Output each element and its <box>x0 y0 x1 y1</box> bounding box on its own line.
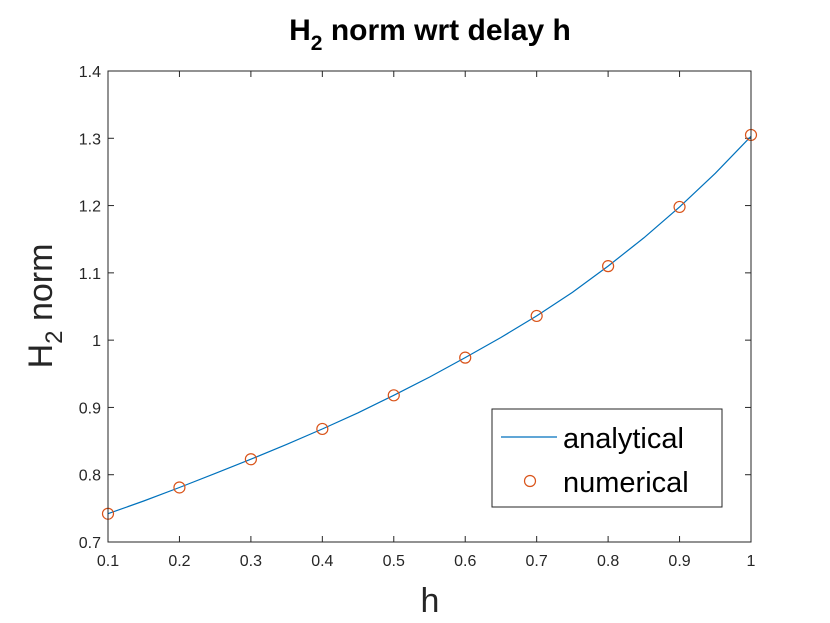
legend: analytical numerical <box>491 408 723 508</box>
y-axis-label: H2 norm <box>22 244 68 369</box>
x-tick-label: 0.4 <box>311 553 333 570</box>
x-tick-label: 0.5 <box>383 553 405 570</box>
legend-analytical-label: analytical <box>563 423 684 455</box>
y-tick-label: 1 <box>92 333 101 350</box>
x-tick-label: 1 <box>747 553 756 570</box>
x-tick-label: 0.3 <box>240 553 262 570</box>
y-tick-label: 1.3 <box>79 131 101 148</box>
x-tick-label: 0.7 <box>526 553 548 570</box>
x-tick-label: 0.9 <box>668 553 690 570</box>
y-axis-ticks: 0.7 0.8 0.9 1 1.1 1.2 1.3 1.4 <box>79 64 751 552</box>
x-tick-label: 0.8 <box>597 553 619 570</box>
y-tick-label: 0.9 <box>79 400 101 417</box>
legend-numerical-label: numerical <box>563 467 689 499</box>
x-axis-label: h <box>421 582 440 620</box>
numerical-point <box>602 260 615 273</box>
y-tick-label: 0.8 <box>79 468 101 485</box>
legend-box <box>491 408 723 508</box>
x-tick-label: 0.1 <box>97 553 119 570</box>
analytical-series-line <box>107 135 752 515</box>
numerical-point <box>316 422 329 436</box>
x-tick-label: 0.2 <box>168 553 190 570</box>
chart-title: H2 norm wrt delay h <box>289 14 571 55</box>
y-tick-label: 1.1 <box>79 266 101 283</box>
x-tick-label: 0.6 <box>454 553 476 570</box>
legend-numerical-marker <box>523 474 537 488</box>
plot-frame <box>107 70 752 543</box>
numerical-point <box>530 309 543 323</box>
numerical-point <box>673 200 686 214</box>
numerical-point <box>459 351 472 364</box>
y-tick-label: 1.2 <box>79 199 101 216</box>
numerical-point <box>173 481 186 494</box>
y-tick-label: 0.7 <box>79 535 101 552</box>
x-axis-ticks: 0.1 0.2 0.3 0.4 0.5 0.6 0.7 0.8 0.9 1 <box>97 71 756 570</box>
y-tick-label: 1.4 <box>79 64 101 81</box>
numerical-point <box>387 389 400 402</box>
numerical-point <box>244 453 257 466</box>
